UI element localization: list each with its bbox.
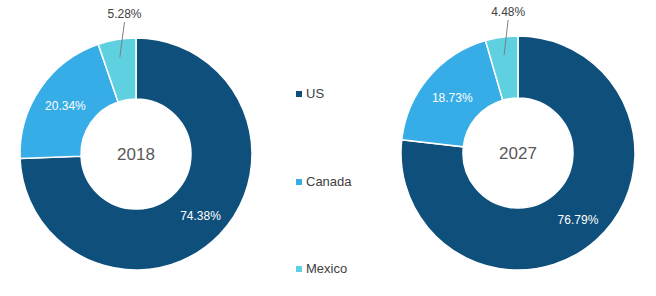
legend: US Canada Mexico: [296, 86, 352, 276]
slice: [98, 38, 136, 102]
donut-chart: 76.79% 18.73% 4.48% 2027: [401, 5, 635, 270]
leader-line: [120, 22, 125, 57]
data-label: 74.38%: [180, 209, 221, 223]
slice: [401, 36, 635, 270]
data-label: 4.48%: [491, 5, 525, 19]
legend-swatch: [296, 266, 302, 272]
data-label: 76.79%: [558, 213, 599, 227]
data-label: 5.28%: [107, 7, 141, 21]
center-title: 2018: [117, 145, 155, 164]
donut-chart: 74.38% 20.34% 5.28% 2018: [20, 7, 252, 270]
slice: [485, 36, 518, 100]
data-label: 20.34%: [45, 99, 86, 113]
legend-swatch: [296, 91, 302, 97]
leader-line: [504, 20, 508, 55]
chart-root: 74.38% 20.34% 5.28% 2018 US Canada Mexico 76.79…: [0, 0, 656, 296]
legend-label: Mexico: [306, 261, 347, 276]
data-label: 18.73%: [432, 91, 473, 105]
legend-swatch: [296, 179, 302, 185]
slice: [402, 41, 503, 147]
center-title: 2027: [499, 144, 537, 163]
legend-label: US: [306, 86, 324, 101]
slice: [20, 38, 252, 270]
legend-label: Canada: [306, 174, 352, 189]
